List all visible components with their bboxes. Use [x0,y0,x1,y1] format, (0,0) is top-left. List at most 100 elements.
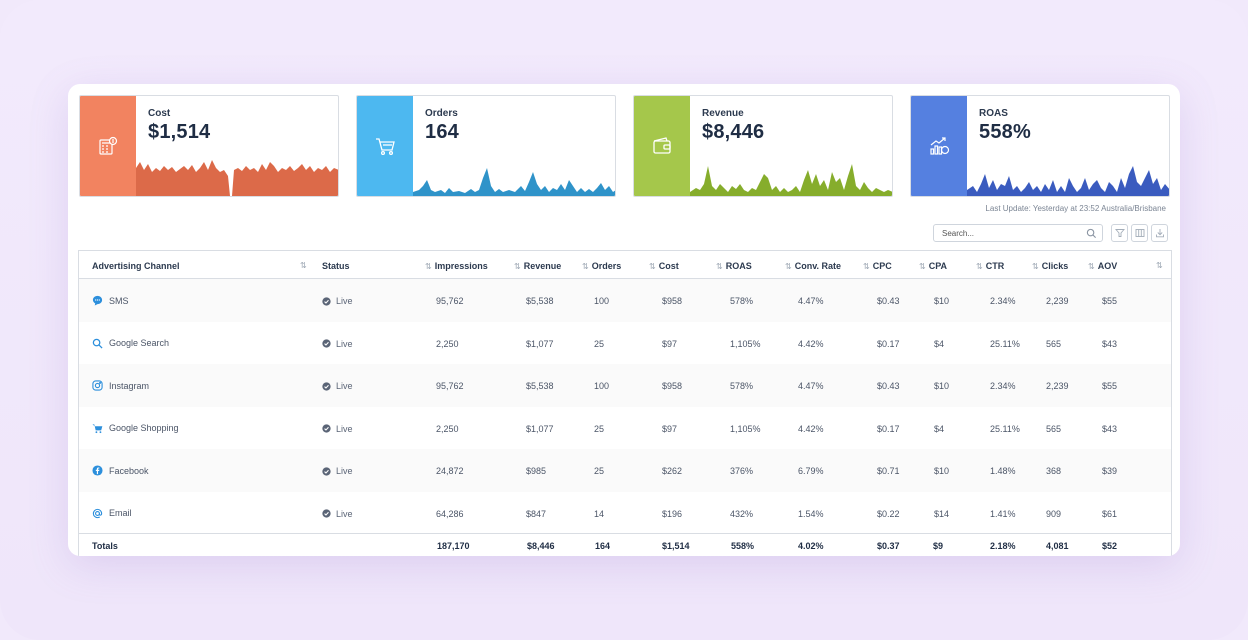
kpi-value: 558% [979,121,1031,143]
sort-arrows-icon: ⇅ [514,262,521,271]
sort-arrows-icon: ⇅ [785,262,792,271]
status-label: Live [336,296,353,306]
col-header-roas[interactable]: ⇅ ROAS [716,261,752,271]
cell-cpc: $0.43 [877,381,900,391]
totals-label: Totals [92,541,118,551]
cell-revenue: $1,077 [526,423,554,434]
col-header-revenue[interactable]: ⇅ Revenue [514,261,562,271]
check-circle-icon [322,296,331,306]
channel-name: Email [109,508,132,518]
cell-roas: 432% [730,508,754,519]
col-header-clicks[interactable]: ⇅ Clicks [1032,261,1069,271]
status-label: Live [336,508,353,519]
sort-arrows-icon[interactable]: ⇅ [300,261,307,270]
cell-cost: $196 [662,508,683,519]
cell-cpa: $14 [934,508,950,519]
sort-arrows-icon: ⇅ [863,262,870,271]
totals-orders: 164 [595,541,611,551]
channel-cell[interactable]: Instagram [92,380,149,391]
cell-cost: $262 [662,466,683,476]
last-update-text: Last Update: Yesterday at 23:52 Australi… [985,204,1166,213]
cell-cpa: $4 [934,423,945,434]
cell-conv-rate: 4.42% [798,423,824,434]
wallet-icon [653,137,671,154]
cell-aov: $39 [1102,466,1118,476]
table-row[interactable]: SMS Live 95,762 $5,538 100 $958 578% 4.47% $0.43… [79,279,1171,322]
channel-cell[interactable]: Google Search [92,338,169,349]
sort-arrows-icon: ⇅ [425,262,432,271]
totals-roas: 558% [731,541,755,551]
search-icon[interactable] [1086,228,1097,239]
sort-arrows-icon[interactable]: ⇅ [1156,261,1163,270]
kpi-icon-box [80,96,136,196]
shopping-cart-icon [376,138,395,156]
cell-roas: 376% [730,466,754,476]
sort-arrows-icon: ⇅ [1088,262,1095,271]
channel-cell[interactable]: Facebook [92,465,149,476]
status-cell: Live [322,466,353,476]
cell-cpc: $0.17 [877,338,900,349]
col-header-cpa[interactable]: ⇅ CPA [919,261,948,271]
cell-ctr: 1.41% [990,508,1016,519]
orders-sparkline [413,168,615,196]
kpi-card-roas[interactable]: ROAS 558% [910,95,1170,197]
totals-cost: $1,514 [662,541,690,551]
cell-cpc: $0.17 [877,423,900,434]
cell-ctr: 25.11% [990,423,1020,434]
cell-aov: $43 [1102,338,1118,349]
kpi-icon-box [911,96,967,196]
download-button[interactable] [1151,224,1168,242]
channel-cell[interactable]: SMS [92,295,129,306]
col-header-cpc[interactable]: ⇅ CPC [863,261,892,271]
col-header-status[interactable]: Status [322,261,350,271]
cell-roas: 1,105% [730,423,761,434]
kpi-value: 164 [425,121,459,143]
cell-impressions: 2,250 [436,423,459,434]
totals-revenue: $8,446 [527,541,555,551]
channel-cell[interactable]: Google Shopping [92,423,179,434]
kpi-card-orders[interactable]: Orders 164 [356,95,616,197]
kpi-card-revenue[interactable]: Revenue $8,446 [633,95,893,197]
channel-name: Facebook [109,465,149,476]
search-input[interactable] [942,228,1082,239]
totals-clicks: 4,081 [1046,541,1069,551]
search-box[interactable] [933,224,1103,242]
col-header-cost[interactable]: ⇅ Cost [649,261,679,271]
cell-cost: $958 [662,381,683,391]
cell-cpc: $0.71 [877,466,900,476]
cell-revenue: $1,077 [526,338,554,349]
col-header-conv-rate[interactable]: ⇅ Conv. Rate [785,261,842,271]
table-row[interactable]: Google Shopping Live 2,250 $1,077 25 $97 1,105… [79,407,1171,450]
status-cell: Live [322,509,353,519]
cost-sparkline [136,160,338,196]
kpi-card-cost[interactable]: Cost $1,514 [79,95,339,197]
roas-sparkline [967,166,1169,196]
cell-orders: 25 [594,338,605,349]
col-header-ctr[interactable]: ⇅ CTR [976,261,1005,271]
filter-button[interactable] [1111,224,1128,242]
table-row[interactable]: Facebook Live 24,872 $985 25 $262 376% 6.79% $0.… [79,449,1171,492]
cell-revenue: $5,538 [526,381,554,391]
table-header: Advertising Channel ⇅ Status ⇅ Impression… [79,251,1171,279]
col-header-aov[interactable]: ⇅ AOV [1088,261,1118,271]
cell-impressions: 95,762 [436,296,464,306]
totals-ctr: 2.18% [990,541,1016,551]
chat-bubble-icon [92,295,103,306]
status-cell: Live [322,381,353,391]
columns-button[interactable] [1131,224,1148,242]
cell-roas: 578% [730,381,754,391]
col-header-orders[interactable]: ⇅ Orders [582,261,622,271]
cell-cost: $97 [662,423,678,434]
revenue-sparkline [690,164,892,196]
kpi-label: ROAS [979,108,1008,119]
cell-ctr: 25.11% [990,338,1020,349]
channel-cell[interactable]: Email [92,508,132,519]
col-header-impressions[interactable]: ⇅ Impressions [425,261,488,271]
table-row[interactable]: Google Search Live 2,250 $1,077 25 $97 1,105% 4… [79,322,1171,365]
kpi-icon-box [634,96,690,196]
col-header-channel[interactable]: Advertising Channel [92,261,180,271]
table-row[interactable]: Instagram Live 95,762 $5,538 100 $958 578% 4.47… [79,364,1171,407]
cell-aov: $43 [1102,423,1118,434]
table-row[interactable]: Email Live 64,286 $847 14 $196 432% 1.54% $0.22 $… [79,492,1171,535]
cell-ctr: 2.34% [990,381,1016,391]
